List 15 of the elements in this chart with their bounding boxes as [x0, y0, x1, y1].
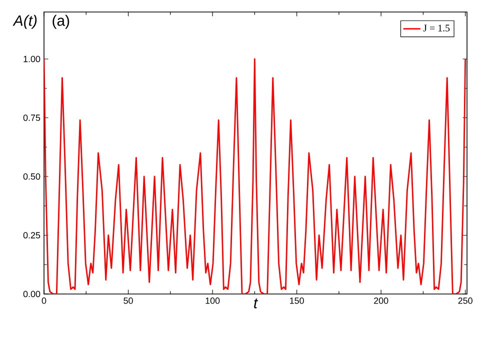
x-tick-label: 200	[374, 298, 388, 304]
x-axis-title: t	[254, 298, 258, 308]
x-tick-label: 150	[290, 298, 304, 304]
y-tick-label: 0.25	[23, 232, 40, 238]
y-tick-label: 0.00	[23, 290, 40, 298]
annotation: (a)	[52, 14, 70, 29]
y-tick-label: 1.00	[24, 56, 40, 62]
x-tick-label: 100	[206, 298, 220, 304]
x-tick-label: 250	[458, 298, 472, 304]
x-tick-label: 50	[124, 298, 133, 304]
y-tick-label: 0.50	[23, 173, 40, 180]
y-axis-title: A(t)	[12, 14, 37, 29]
x-tick-label: 0	[42, 298, 46, 304]
y-tick-label: 0.75	[23, 114, 40, 121]
legend-label: J = 1.5	[423, 24, 450, 32]
